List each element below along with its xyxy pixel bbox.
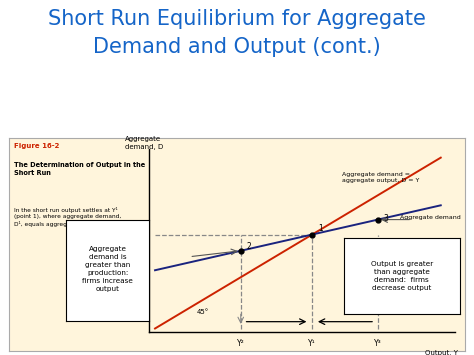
Text: 3: 3 bbox=[383, 214, 389, 223]
Text: The Determination of Output in the
Short Run: The Determination of Output in the Short… bbox=[14, 162, 145, 176]
Text: D¹: D¹ bbox=[132, 230, 141, 239]
Text: Aggregate demand =
aggregate output, D = Y: Aggregate demand = aggregate output, D =… bbox=[342, 172, 419, 183]
Text: Output is greater
than aggregate
demand:  firms
decrease output: Output is greater than aggregate demand:… bbox=[371, 261, 433, 291]
Text: Y²: Y² bbox=[237, 339, 245, 348]
Text: 1: 1 bbox=[318, 224, 323, 233]
Text: Y¹: Y¹ bbox=[309, 339, 316, 348]
Text: Short Run Equilibrium for Aggregate: Short Run Equilibrium for Aggregate bbox=[48, 9, 426, 29]
Text: Y³: Y³ bbox=[374, 339, 382, 348]
Text: Output, Y: Output, Y bbox=[425, 350, 458, 355]
Text: 2: 2 bbox=[246, 242, 251, 251]
Text: Aggregate
demand, D: Aggregate demand, D bbox=[125, 136, 163, 150]
Text: Aggregate
demand is
greater than
production:
firms increase
output: Aggregate demand is greater than product… bbox=[82, 246, 133, 292]
Text: Figure 16-2: Figure 16-2 bbox=[14, 143, 59, 149]
Text: Aggregate demand: Aggregate demand bbox=[400, 214, 461, 220]
Text: In the short run output settles at Y¹
(point 1), where aggregate demand,
D¹, equ: In the short run output settles at Y¹ (p… bbox=[14, 207, 121, 227]
Text: 45°: 45° bbox=[196, 309, 209, 315]
Text: Demand and Output (cont.): Demand and Output (cont.) bbox=[93, 37, 381, 57]
